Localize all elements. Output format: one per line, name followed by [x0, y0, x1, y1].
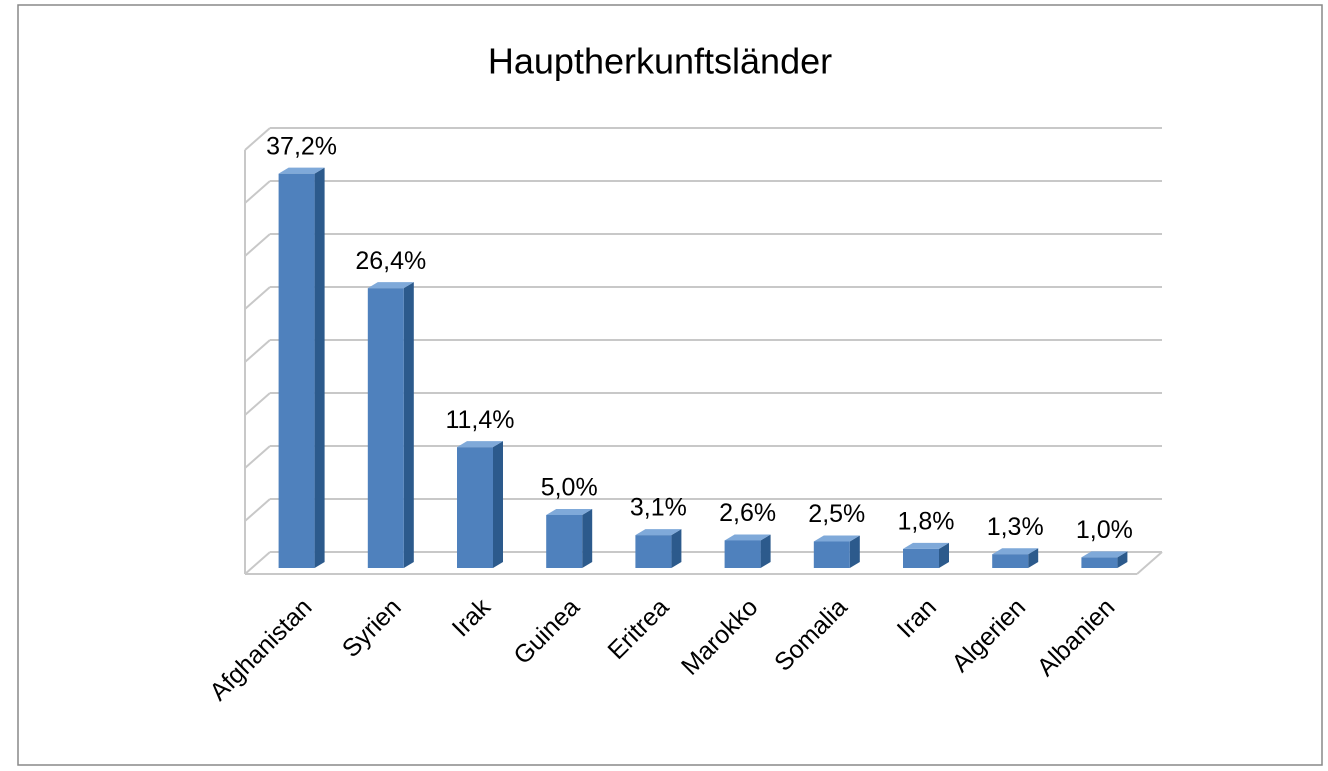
bar-side: [1028, 548, 1039, 568]
bar: [813, 541, 850, 568]
data-label: 2,6%: [719, 499, 776, 527]
bar-side: [403, 282, 414, 568]
bar-side: [493, 441, 503, 568]
bar: [635, 535, 672, 568]
bar-side: [1117, 551, 1128, 568]
bar-side: [939, 542, 949, 568]
bar: [1081, 557, 1118, 568]
data-label: 11,4%: [445, 406, 514, 434]
bar: [992, 554, 1029, 568]
bar: [457, 447, 493, 568]
side-grid-line: [244, 551, 271, 575]
data-label: 1,3%: [987, 513, 1044, 541]
side-grid-line: [244, 233, 271, 257]
bar-top: [278, 167, 325, 174]
bar-top: [635, 529, 682, 536]
side-grid-line: [244, 498, 271, 522]
data-label: 5,0%: [541, 474, 598, 502]
chart-title: Hauptherkunftsländer: [488, 41, 832, 82]
bar-side: [760, 534, 771, 568]
bar-top: [903, 542, 949, 549]
bar-top: [1081, 551, 1128, 558]
bar: [546, 515, 583, 568]
bar: [278, 173, 315, 568]
bar: [903, 548, 939, 568]
side-grid-line: [244, 180, 271, 204]
chart-frame: [17, 4, 1323, 766]
bar-top: [546, 509, 593, 515]
bar-side: [582, 509, 593, 568]
data-label: 1,8%: [898, 508, 955, 536]
data-label: 1,0%: [1076, 516, 1133, 544]
floor-edge: [1136, 551, 1163, 575]
data-label: 3,1%: [630, 494, 687, 522]
data-label: 37,2%: [266, 132, 337, 160]
data-label: 26,4%: [355, 247, 426, 275]
bar-side: [671, 529, 682, 568]
bar-top: [813, 535, 860, 542]
side-grid-line: [244, 127, 271, 151]
bar-top: [457, 441, 503, 448]
bar: [367, 288, 404, 568]
side-grid-line: [244, 286, 271, 310]
bar-side: [849, 535, 860, 568]
bar: [724, 540, 761, 568]
bar-top: [367, 282, 414, 289]
side-grid-line: [244, 339, 271, 363]
bar-top: [992, 548, 1039, 555]
side-grid-line: [244, 445, 271, 469]
side-grid-line: [244, 392, 271, 416]
data-label: 2,5%: [808, 500, 865, 528]
bar-side: [314, 167, 325, 568]
bar-top: [724, 534, 771, 541]
